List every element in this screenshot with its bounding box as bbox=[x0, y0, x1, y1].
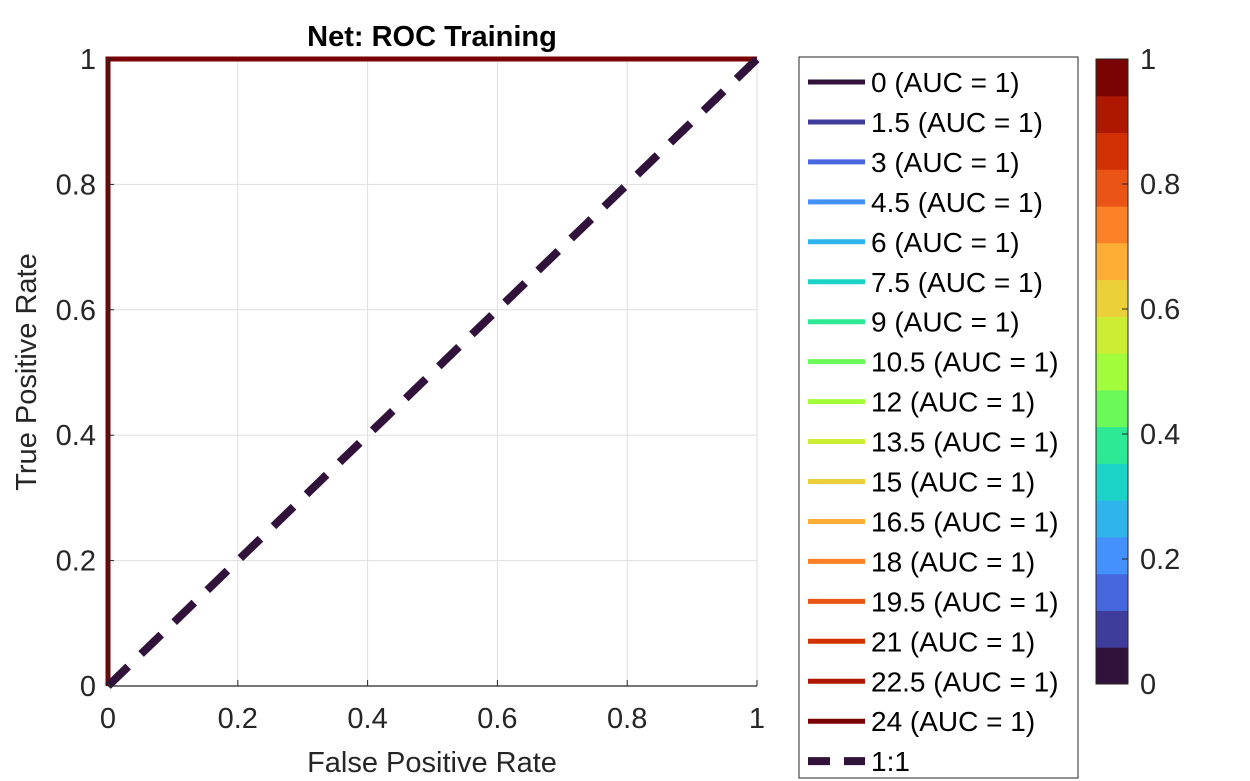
reference-line-1-1 bbox=[105, 56, 760, 689]
legend-label: 1:1 bbox=[871, 746, 910, 777]
legend-label: 12 (AUC = 1) bbox=[871, 387, 1035, 418]
x-tick-labels: 0 0.2 0.4 0.6 0.8 1 bbox=[100, 703, 765, 735]
legend-label: 22.5 (AUC = 1) bbox=[871, 666, 1059, 697]
colorbar-segment bbox=[1096, 95, 1128, 134]
colorbar-segment bbox=[1096, 353, 1128, 391]
legend-label: 21 (AUC = 1) bbox=[871, 626, 1035, 657]
colorbar-tick-label: 0 bbox=[1140, 669, 1156, 701]
colorbar-segment bbox=[1096, 206, 1128, 244]
legend: 0 (AUC = 1) 1.5 (AUC = 1) 3 (AUC = 1) 4.5 (… bbox=[798, 56, 1079, 779]
colorbar-segment bbox=[1096, 500, 1128, 538]
colorbar-segment bbox=[1096, 463, 1128, 501]
x-tick-label: 0.6 bbox=[477, 703, 517, 735]
colorbar-tick-label: 0.8 bbox=[1140, 169, 1180, 201]
y-tick-label: 0.2 bbox=[56, 546, 96, 578]
legend-label: 3 (AUC = 1) bbox=[871, 147, 1020, 178]
colorbar-tick-label: 0.4 bbox=[1140, 419, 1180, 451]
colorbar-segment bbox=[1096, 242, 1128, 281]
x-tick-label: 0.2 bbox=[218, 703, 258, 735]
axes bbox=[107, 58, 758, 687]
colorbar-frame bbox=[1095, 58, 1129, 685]
colorbar-segment bbox=[1096, 279, 1128, 317]
colorbar-tick-label: 0.6 bbox=[1140, 294, 1180, 326]
legend-label: 15 (AUC = 1) bbox=[871, 467, 1035, 498]
x-tick-label: 0 bbox=[100, 703, 116, 735]
legend-label: 7.5 (AUC = 1) bbox=[871, 267, 1043, 298]
legend-label: 24 (AUC = 1) bbox=[871, 706, 1035, 737]
y-tick-label: 1 bbox=[80, 44, 96, 76]
y-tick-label: 0.4 bbox=[56, 420, 96, 452]
colorbar-tick-label: 1 bbox=[1140, 44, 1156, 76]
grid-lines bbox=[107, 58, 758, 687]
colorbar: 0 0.2 0.4 0.6 0.8 1 bbox=[1095, 44, 1180, 701]
legend-label: 18 (AUC = 1) bbox=[871, 546, 1035, 577]
colorbar-segment bbox=[1096, 573, 1128, 611]
colorbar-tick-label: 0.2 bbox=[1140, 544, 1180, 576]
y-tick-label: 0.6 bbox=[56, 295, 96, 327]
legend-label: 0 (AUC = 1) bbox=[871, 67, 1020, 98]
colorbar-segment bbox=[1096, 132, 1128, 170]
legend-label: 1.5 (AUC = 1) bbox=[871, 107, 1043, 138]
x-tick-label: 1 bbox=[749, 703, 765, 735]
chart-title: Net: ROC Training bbox=[307, 21, 557, 53]
colorbar-segment bbox=[1096, 316, 1128, 354]
y-tick-label: 0 bbox=[80, 671, 96, 703]
colorbar-segment bbox=[1096, 647, 1128, 685]
colorbar-segment bbox=[1096, 389, 1128, 428]
legend-box bbox=[798, 56, 1079, 779]
legend-label: 4.5 (AUC = 1) bbox=[871, 187, 1043, 218]
legend-label: 10.5 (AUC = 1) bbox=[871, 347, 1059, 378]
x-axis-title: False Positive Rate bbox=[307, 747, 557, 779]
legend-label: 6 (AUC = 1) bbox=[871, 227, 1020, 258]
colorbar-segment bbox=[1096, 59, 1128, 97]
legend-label: 19.5 (AUC = 1) bbox=[871, 586, 1059, 617]
x-tick-label: 0.8 bbox=[607, 703, 647, 735]
colorbar-segment bbox=[1096, 610, 1128, 648]
reference-line-layer bbox=[105, 56, 760, 689]
legend-label: 13.5 (AUC = 1) bbox=[871, 427, 1059, 458]
colorbar-segment bbox=[1096, 169, 1128, 207]
y-axis-title: True Positive Rate bbox=[11, 253, 43, 490]
colorbar-segment bbox=[1096, 536, 1128, 575]
y-tick-labels: 0 0.2 0.4 0.6 0.8 1 bbox=[56, 44, 96, 703]
colorbar-segment bbox=[1096, 426, 1128, 464]
y-tick-label: 0.8 bbox=[56, 169, 96, 201]
legend-label: 9 (AUC = 1) bbox=[871, 307, 1020, 338]
legend-label: 16.5 (AUC = 1) bbox=[871, 506, 1059, 537]
x-tick-label: 0.4 bbox=[347, 703, 387, 735]
